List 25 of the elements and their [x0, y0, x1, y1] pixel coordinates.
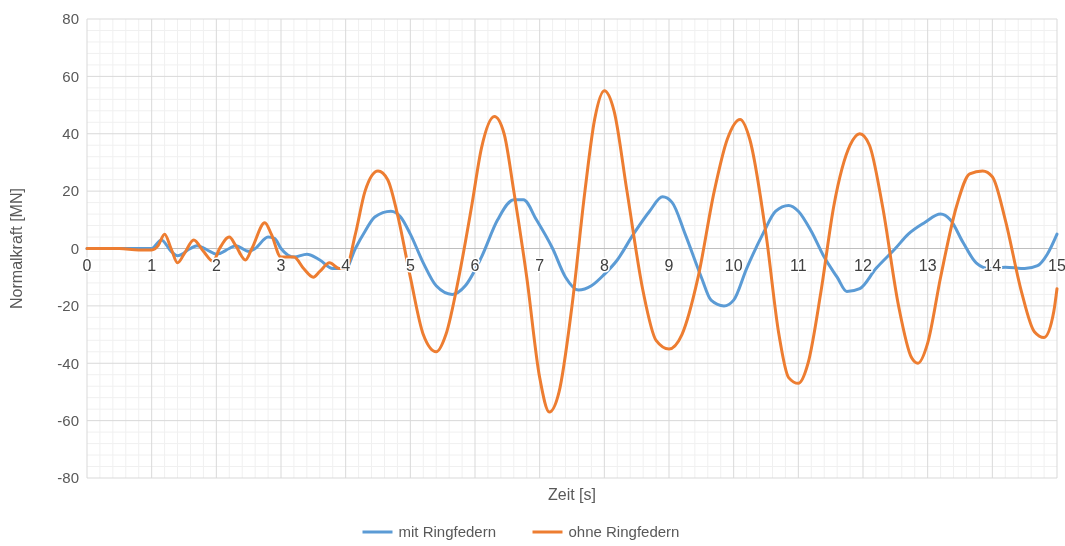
- x-tick-label: 11: [790, 256, 807, 274]
- x-tick-label: 12: [854, 256, 872, 274]
- x-axis-title: Zeit [s]: [547, 486, 597, 503]
- y-tick-label: -40: [57, 354, 79, 372]
- x-tick-label: 15: [1048, 256, 1065, 274]
- y-tick-label: -60: [57, 411, 79, 429]
- x-tick-label: 7: [535, 256, 545, 274]
- x-tick-label: 3: [276, 256, 286, 274]
- legend-label: ohne Ringfedern: [568, 523, 680, 541]
- x-tick-label: 1: [147, 256, 157, 274]
- y-tick-label: 60: [62, 67, 79, 85]
- y-tick-label: -80: [57, 469, 79, 487]
- y-tick-label: 0: [70, 239, 79, 257]
- x-tick-label: 8: [599, 256, 609, 274]
- x-tick-label: 9: [664, 256, 674, 274]
- x-tick-label: 13: [918, 256, 937, 274]
- y-tick-label: 40: [62, 125, 79, 142]
- y-tick-label: 20: [62, 182, 79, 200]
- x-tick-label: 0: [82, 256, 92, 274]
- y-tick-label: -20: [57, 297, 79, 315]
- legend-label: mit Ringfedern: [398, 523, 497, 541]
- x-tick-label: 2: [211, 256, 221, 274]
- x-tick-label: 10: [724, 256, 743, 274]
- y-tick-label: 80: [62, 10, 79, 28]
- y-axis-title: Normalkraft [MN]: [8, 188, 25, 309]
